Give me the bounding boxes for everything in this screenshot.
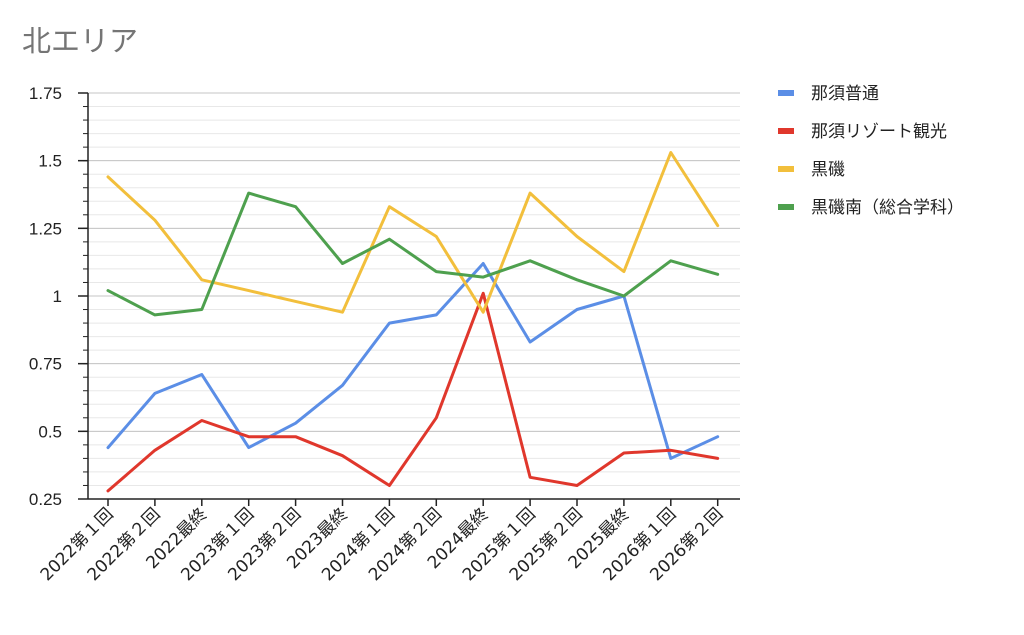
axes: 0.250.50.7511.251.51.752022第１回2022第２回202…	[29, 84, 740, 585]
y-tick-label: 1	[53, 287, 62, 306]
legend-label: 那須リゾート観光	[811, 122, 947, 142]
legend-label: 黒磯南（総合学科）	[811, 198, 964, 218]
y-tick-label: 1.5	[38, 152, 62, 171]
series-line-4	[106, 191, 720, 317]
series-line-3	[106, 151, 720, 314]
grid-lines	[88, 92, 740, 500]
y-tick-label: 0.25	[29, 490, 62, 509]
y-tick-label: 0.5	[38, 422, 62, 441]
legend-label: 那須普通	[811, 84, 879, 104]
y-tick-label: 1.25	[29, 219, 62, 238]
series-line-2	[106, 291, 720, 493]
legend-label: 黒磯	[811, 160, 845, 180]
series-lines	[106, 151, 720, 493]
chart-title: 北エリア	[22, 24, 139, 58]
series-line-1	[106, 262, 720, 460]
y-tick-label: 0.75	[29, 355, 62, 374]
y-tick-label: 1.75	[29, 84, 62, 103]
